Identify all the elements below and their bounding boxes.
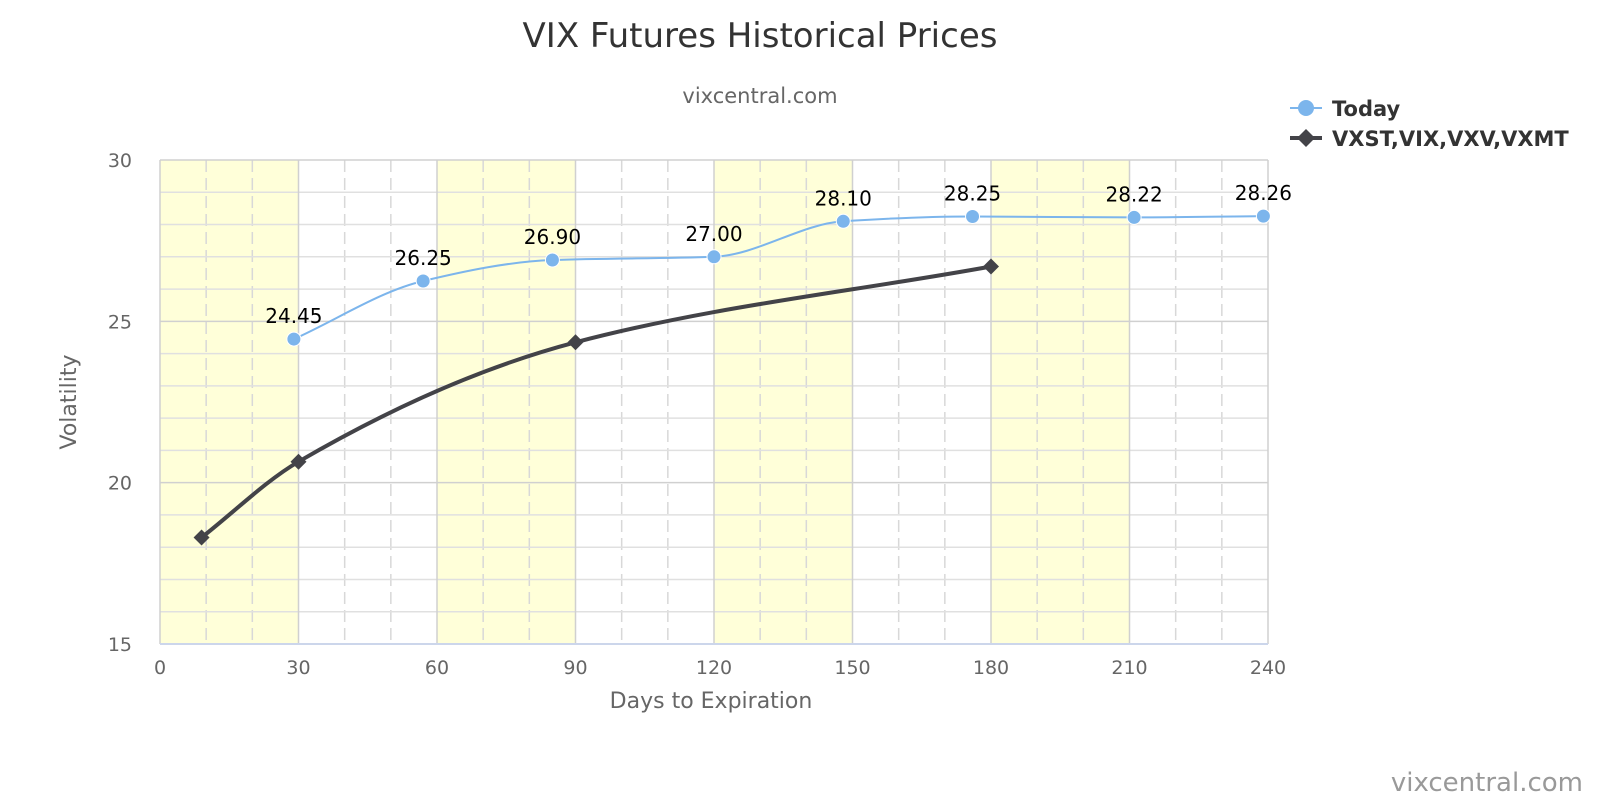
x-tick-label: 120 <box>696 657 732 679</box>
today-point <box>544 252 560 268</box>
today-point <box>415 273 431 289</box>
data-labels: 24.45 26.25 26.90 27.00 28.10 28.25 28.22 28.26 <box>265 181 1292 328</box>
series-line-today <box>293 215 1264 340</box>
plot-bands <box>160 160 1130 644</box>
chart-title: VIX Futures Historical Prices <box>523 16 998 56</box>
today-point <box>286 331 302 347</box>
legend-label: Today <box>1332 97 1401 121</box>
data-label: 28.10 <box>815 186 872 210</box>
x-tick-label: 210 <box>1111 657 1147 679</box>
x-axis-label: Days to Expiration <box>610 689 813 714</box>
y-tick-label: 15 <box>108 634 132 656</box>
credit-text[interactable]: vixcentral.com <box>1391 768 1583 798</box>
x-axis-ticks: 0 30 60 90 120 150 180 210 240 <box>154 657 1286 679</box>
data-label: 28.22 <box>1105 182 1162 206</box>
x-tick-label: 60 <box>425 657 449 679</box>
y-axis-ticks: 15 20 25 30 <box>108 150 132 656</box>
today-point <box>965 208 981 224</box>
plot-band <box>437 160 576 644</box>
legend-item[interactable]: VXST,VIX,VXV,VXMT <box>1290 127 1569 151</box>
plot-band <box>160 160 299 644</box>
chart-subtitle: vixcentral.com <box>682 84 837 108</box>
legend: Today VXST,VIX,VXV,VXMT <box>1290 97 1569 151</box>
x-tick-label: 90 <box>563 657 587 679</box>
x-tick-label: 180 <box>973 657 1009 679</box>
data-label: 24.45 <box>265 304 322 328</box>
today-point <box>706 249 722 265</box>
data-label: 26.25 <box>395 246 452 270</box>
spot-indices-point <box>290 453 307 470</box>
today-point <box>835 213 851 229</box>
y-tick-label: 20 <box>108 473 132 495</box>
y-tick-label: 30 <box>108 150 132 172</box>
data-label: 26.90 <box>524 225 581 249</box>
major-grid <box>159 159 1269 645</box>
spot-indices-point <box>193 529 210 546</box>
legend-circle-marker <box>1298 100 1314 116</box>
x-tick-label: 240 <box>1250 657 1286 679</box>
legend-item[interactable]: Today <box>1290 97 1401 121</box>
today-point <box>1255 208 1271 224</box>
x-tick-label: 30 <box>286 657 310 679</box>
series-layer <box>193 208 1271 546</box>
x-tick-label: 150 <box>834 657 870 679</box>
today-point <box>1126 209 1142 225</box>
y-tick-label: 25 <box>108 311 132 333</box>
legend-diamond-marker <box>1297 129 1315 147</box>
legend-label: VXST,VIX,VXV,VXMT <box>1332 127 1569 151</box>
data-label: 27.00 <box>685 222 742 246</box>
spot-indices-point <box>983 258 999 275</box>
x-tick-label: 0 <box>154 657 166 679</box>
data-label: 28.26 <box>1235 181 1292 205</box>
plot-band <box>991 160 1130 644</box>
y-axis-label: Volatility <box>57 354 82 449</box>
spot-indices-point <box>567 334 584 351</box>
series-line-spot-indices <box>200 264 992 540</box>
plot-band <box>714 160 853 644</box>
data-label: 28.25 <box>944 181 1001 205</box>
